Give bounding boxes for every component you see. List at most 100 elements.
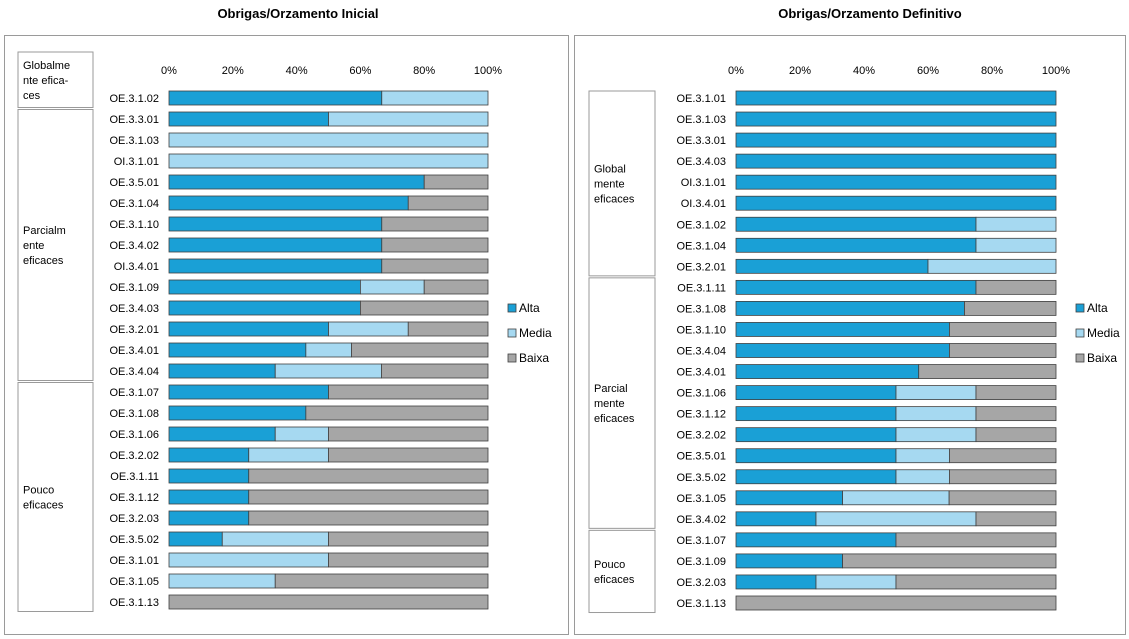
legend-swatch-media <box>507 328 517 338</box>
bar-segment-alta <box>735 511 817 527</box>
group-label: mente <box>594 178 625 190</box>
chart-panel-right: 0% 20% 40% 60% 80% 100% Global mente eficaces Par… <box>574 35 1126 635</box>
bar-segment-baixa <box>949 322 1057 337</box>
group-label: eficaces <box>23 255 64 267</box>
group-label: eficaces <box>594 574 635 586</box>
bar-segment-alta <box>735 322 950 337</box>
x-tick-label: 60% <box>917 65 939 77</box>
bar-segment-alta <box>735 195 1057 211</box>
y-category-label: OE.3.1.03 <box>676 114 726 126</box>
group-label: Pouco <box>23 485 54 497</box>
x-tick-label: 20% <box>789 65 811 77</box>
y-category-label: OE.3.1.10 <box>676 324 726 336</box>
y-category-label: OE.3.1.04 <box>676 240 726 252</box>
y-category-label: OE.3.4.02 <box>109 240 159 252</box>
bar-segment-alta <box>735 532 897 548</box>
bar-segment-media <box>895 448 950 464</box>
legend-label-alta: Alta <box>519 301 540 315</box>
y-category-label: OE.3.1.02 <box>109 93 159 105</box>
bar-segment-baixa <box>975 385 1057 400</box>
bar-segment-alta <box>168 447 250 463</box>
chart-title-right: Obrigas/Orzamento Definitivo <box>778 6 962 21</box>
y-category-label: OE.3.4.01 <box>109 345 159 357</box>
y-category-label: OE.3.1.13 <box>676 598 726 610</box>
bar-segment-baixa <box>918 364 1057 379</box>
bar-segment-media <box>305 342 352 358</box>
y-category-label: OE.3.1.01 <box>109 555 159 567</box>
bar-segment-media <box>328 321 409 337</box>
bar-segment-alta <box>735 174 1057 190</box>
y-category-label: OE.3.1.05 <box>109 576 159 588</box>
group-label: Parcialm <box>23 225 66 237</box>
bar-segment-baixa <box>248 510 489 526</box>
x-tick-label: 40% <box>853 65 875 77</box>
x-tick-label: 0% <box>161 65 177 77</box>
y-category-label: OE.3.1.09 <box>676 556 726 568</box>
bar-segment-baixa <box>949 448 1057 464</box>
y-category-label: OE.3.1.05 <box>676 493 726 505</box>
y-category-label: OE.3.1.11 <box>677 282 726 294</box>
bar-segment-alta <box>735 490 843 506</box>
bar-segment-alta <box>735 406 897 422</box>
y-category-label: OE.3.4.03 <box>676 156 726 168</box>
bar-segment-alta <box>735 301 965 316</box>
group-label: Globalme <box>23 60 70 72</box>
bar-segment-baixa <box>407 321 489 337</box>
bar-segment-baixa <box>305 405 489 421</box>
legend-label-media: Media <box>519 326 552 340</box>
bar-segment-media <box>328 111 489 127</box>
bar-segment-alta <box>168 237 383 253</box>
group-label: Parcial <box>594 383 628 395</box>
x-tick-label: 80% <box>413 65 435 77</box>
bar-segment-media <box>895 406 977 422</box>
x-tick-label: 60% <box>349 65 371 77</box>
chart-right: 0% 20% 40% 60% 80% 100% Global mente eficaces Par… <box>588 65 1120 614</box>
bar-segment-baixa <box>949 343 1057 358</box>
bar-segment-baixa <box>359 300 489 316</box>
group-label: eficaces <box>594 193 635 205</box>
bar-segment-media <box>815 511 977 527</box>
bar-segment-alta <box>168 216 383 232</box>
bar-segment-baixa <box>381 216 489 232</box>
bar-segment-media <box>975 237 1057 253</box>
legend-swatch-baixa <box>1075 353 1085 363</box>
bar-segment-baixa <box>948 490 1057 506</box>
y-category-label: OE.3.1.01 <box>676 93 726 105</box>
y-category-label: OE.3.1.02 <box>676 219 726 231</box>
bar-segment-alta <box>735 258 929 274</box>
bar-segment-media <box>895 469 950 485</box>
bar-segment-alta <box>735 574 817 590</box>
bar-segment-media <box>927 258 1057 274</box>
bar-segment-baixa <box>975 427 1057 443</box>
y-category-label: OI.3.4.01 <box>114 261 159 273</box>
bar-segment-alta <box>168 363 276 379</box>
bar-segment-baixa <box>328 552 489 568</box>
group-box <box>17 109 94 381</box>
bar-segment-media <box>815 574 897 590</box>
legend-swatch-media <box>1075 328 1085 338</box>
y-category-label: OE.3.5.02 <box>676 472 726 484</box>
bar-segment-alta <box>735 216 977 232</box>
bar-segment-media <box>274 426 329 442</box>
bar-segment-alta <box>168 531 223 547</box>
bar-segment-media <box>248 447 329 463</box>
group-box <box>588 90 656 277</box>
group-box <box>17 382 94 612</box>
y-category-label: OE.3.1.07 <box>676 535 726 547</box>
chart-panel-left: 0% 20% 40% 60% 80% 100% Globalme nte efica-ces P… <box>4 35 569 635</box>
bar-segment-baixa <box>328 426 489 442</box>
bar-segment-baixa <box>423 174 489 190</box>
bar-segment-baixa <box>735 595 1057 611</box>
y-category-label: OE.3.5.02 <box>109 534 159 546</box>
bar-segment-alta <box>168 174 425 190</box>
bar-segment-baixa <box>423 279 489 295</box>
group-box <box>17 51 94 108</box>
y-category-label: OE.3.4.01 <box>676 367 726 379</box>
bar-segment-baixa <box>328 447 489 463</box>
bar-segment-media <box>381 90 489 106</box>
bar-segment-alta <box>168 111 329 127</box>
bar-segment-baixa <box>949 469 1057 485</box>
x-tick-label: 100% <box>474 65 502 77</box>
group-label: nte efica- <box>23 75 69 87</box>
y-category-label: OE.3.1.09 <box>109 282 159 294</box>
